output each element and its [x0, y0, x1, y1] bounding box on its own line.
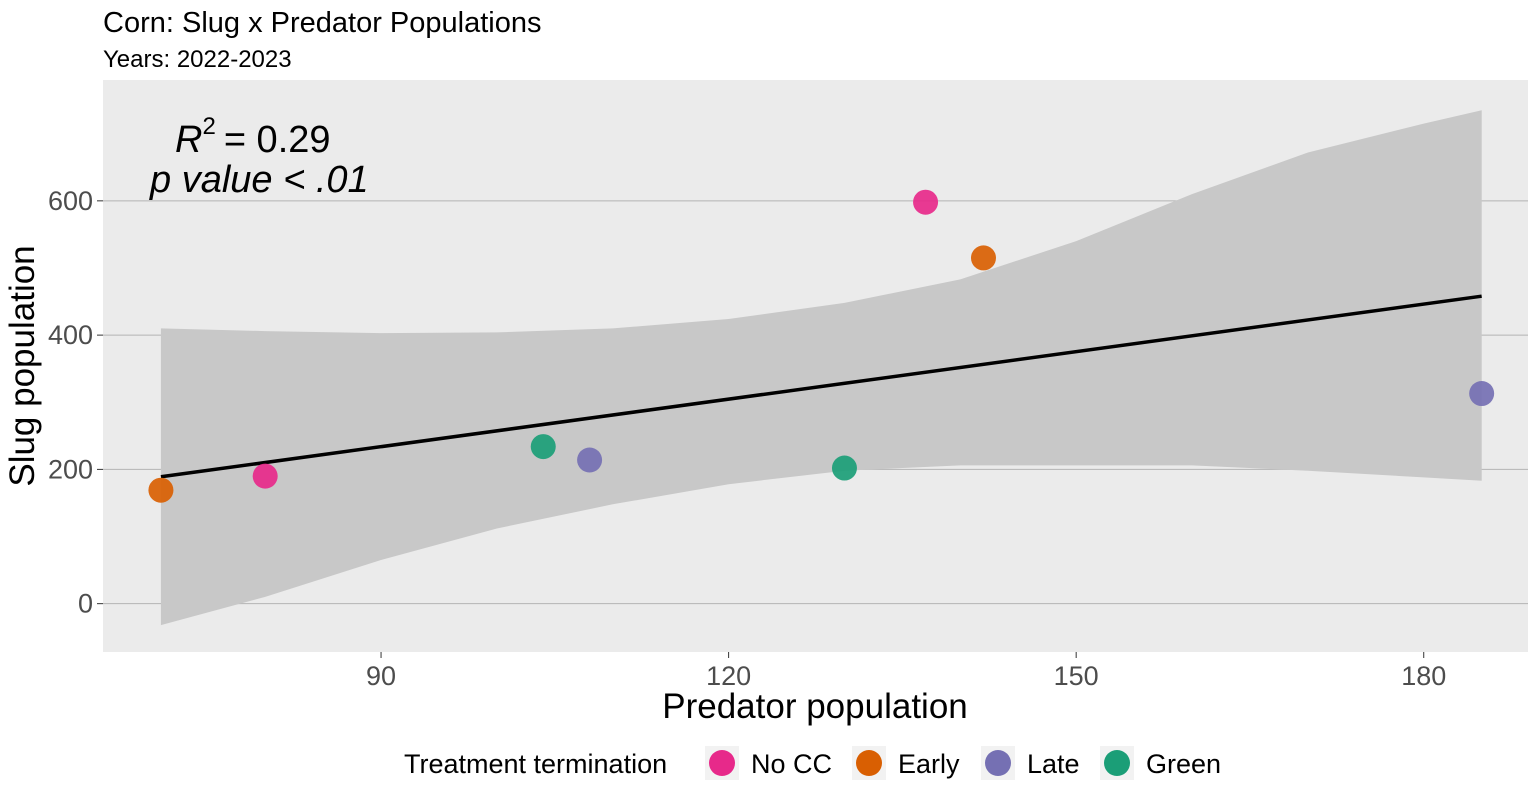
point-early-1 — [148, 477, 174, 503]
x-axis-label: Predator population — [662, 687, 968, 726]
legend-item-green: Green — [1100, 746, 1221, 780]
chart-subtitle: Years: 2022-2023 — [103, 46, 292, 73]
r-superscript: 2 — [202, 113, 215, 140]
points-layer — [148, 189, 1495, 503]
chart-title: Corn: Slug x Predator Populations — [103, 7, 541, 39]
r-value: = 0.29 — [224, 119, 331, 161]
legend: Treatment termination No CC Early Late Gree… — [404, 746, 1221, 780]
y-tick-label-0: 0 — [78, 589, 93, 619]
legend-label: Green — [1146, 749, 1221, 779]
point-green-1 — [530, 434, 556, 460]
point-late-2 — [1469, 381, 1495, 407]
legend-item-no-cc: No CC — [705, 746, 832, 780]
x-axis: 90 120 150 180 — [366, 652, 1446, 691]
legend-item-late: Late — [981, 746, 1080, 780]
r-label: R — [175, 119, 202, 161]
legend-marker — [709, 750, 735, 776]
svg-text:R2= 0.29: R2 = 0.29 — [175, 113, 331, 161]
regression-line — [160, 294, 1482, 479]
x-tick-label-120: 120 — [706, 661, 751, 691]
y-tick-label-400: 400 — [48, 320, 93, 350]
legend-label: Early — [898, 749, 960, 779]
point-no-cc-1 — [252, 463, 278, 489]
y-tick-label-200: 200 — [48, 454, 93, 484]
legend-marker — [985, 750, 1011, 776]
point-late-1 — [577, 447, 603, 473]
y-axis-label: Slug population — [3, 245, 42, 486]
legend-label: Late — [1027, 749, 1080, 779]
legend-item-early: Early — [852, 746, 960, 780]
y-tick-label-600: 600 — [48, 186, 93, 216]
x-tick-label-150: 150 — [1054, 661, 1099, 691]
p-value-annotation: p value < .01 — [149, 159, 369, 201]
point-early-2 — [970, 245, 996, 271]
y-axis: 0 200 400 600 — [48, 186, 103, 619]
point-green-2 — [831, 455, 857, 481]
point-no-cc-2 — [913, 189, 939, 215]
x-tick-label-90: 90 — [366, 661, 396, 691]
confidence-band — [160, 110, 1482, 626]
legend-marker — [856, 750, 882, 776]
legend-marker — [1104, 750, 1130, 776]
legend-title: Treatment termination — [404, 749, 667, 779]
r-squared-annotation: R2 = 0.29 — [175, 113, 331, 161]
x-tick-label-180: 180 — [1401, 661, 1446, 691]
legend-label: No CC — [751, 749, 832, 779]
